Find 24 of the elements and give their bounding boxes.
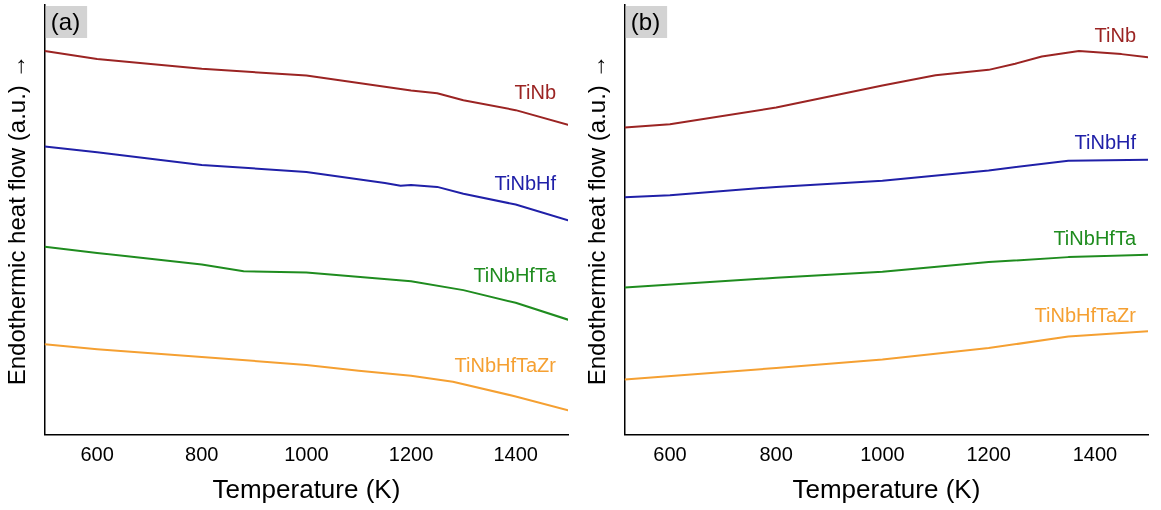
x-tick-label: 600 [80,443,114,466]
series-label: TiNbHfTa [473,264,557,287]
x-tick-label: 1400 [493,443,538,466]
x-tick-label: 1000 [860,443,905,466]
x-tick-label: 1400 [1072,443,1118,466]
series-label: TiNbHfTa [1053,226,1137,249]
series-label: TiNbHf [494,171,557,194]
y-axis-title: Endothermic heat flow (a.u.) → [583,54,611,386]
x-tick-label: 800 [759,443,793,466]
x-tick-label: 800 [185,443,219,466]
x-axis-title: Temperature (K) [792,473,981,504]
series-label: TiNbHf [1074,131,1137,154]
series-label: TiNb [514,81,556,104]
series-label: TiNbHfTaZr [454,353,557,376]
x-axis-title: Temperature (K) [212,473,401,504]
y-axis-title: Endothermic heat flow (a.u.) → [3,54,31,386]
series-label: TiNbHfTaZr [1034,303,1137,326]
chart-title: (b) [630,7,661,35]
x-tick-label: 600 [653,443,687,466]
chart-title: (a) [50,7,81,35]
x-tick-label: 1200 [966,443,1011,466]
series-label: TiNb [1094,23,1136,46]
x-tick-label: 1000 [284,443,329,466]
x-tick-label: 1200 [388,443,434,466]
